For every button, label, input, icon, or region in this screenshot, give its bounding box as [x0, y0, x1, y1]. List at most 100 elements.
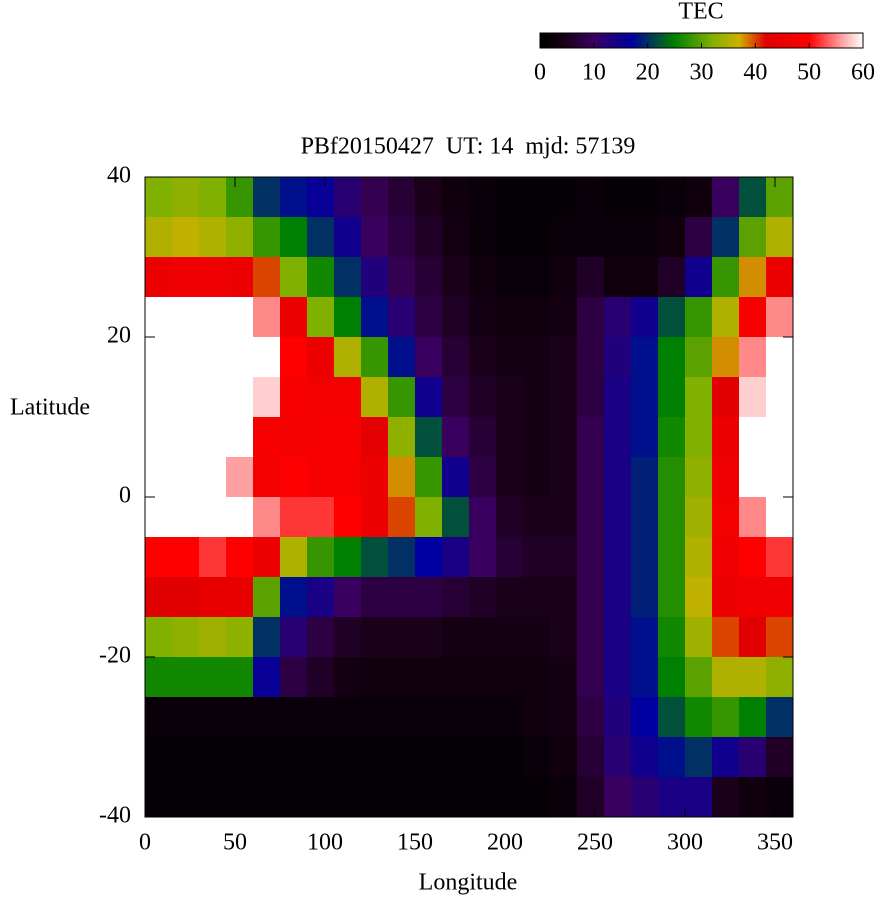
- heat-cell: [280, 737, 308, 778]
- heat-cell: [496, 537, 524, 578]
- heat-cell: [523, 217, 551, 258]
- heat-cell: [307, 777, 335, 818]
- heat-cell: [145, 217, 173, 258]
- heat-cell: [415, 497, 443, 538]
- heat-cell: [604, 697, 632, 738]
- x-tick-label: 100: [307, 830, 343, 856]
- heat-cell: [469, 537, 497, 578]
- heat-cell: [307, 617, 335, 658]
- heat-cell: [334, 257, 362, 298]
- heat-cell: [577, 697, 605, 738]
- heat-cell: [415, 617, 443, 658]
- heat-cell: [469, 577, 497, 618]
- heat-cell: [739, 337, 767, 378]
- heat-cell: [550, 457, 578, 498]
- heat-cell: [226, 617, 254, 658]
- heat-cell: [361, 457, 389, 498]
- heat-cell: [172, 697, 200, 738]
- heat-cell: [199, 697, 227, 738]
- x-tick-label: 50: [223, 830, 247, 856]
- heat-cell: [172, 337, 200, 378]
- heat-cell: [739, 497, 767, 538]
- heat-cell: [388, 697, 416, 738]
- heat-cell: [388, 737, 416, 778]
- heat-cell: [307, 737, 335, 778]
- heat-cell: [361, 217, 389, 258]
- heat-cell: [361, 177, 389, 218]
- heat-cell: [334, 777, 362, 818]
- heat-cell: [388, 577, 416, 618]
- heat-cell: [523, 537, 551, 578]
- heat-cell: [550, 257, 578, 298]
- heat-cell: [496, 417, 524, 458]
- heat-cell: [712, 257, 740, 298]
- heat-cell: [577, 297, 605, 338]
- heat-cell: [523, 457, 551, 498]
- heat-cell: [496, 497, 524, 538]
- heat-cell: [685, 497, 713, 538]
- heat-cell: [766, 697, 794, 738]
- heat-cell: [712, 497, 740, 538]
- heat-cell: [739, 777, 767, 818]
- heat-cell: [469, 257, 497, 298]
- heat-cell: [685, 657, 713, 698]
- heat-cell: [442, 497, 470, 538]
- heat-cell: [685, 257, 713, 298]
- heat-cell: [685, 697, 713, 738]
- heat-cell: [712, 217, 740, 258]
- heat-cell: [415, 417, 443, 458]
- heat-cell: [334, 297, 362, 338]
- heat-cell: [712, 417, 740, 458]
- heat-cell: [280, 417, 308, 458]
- heat-cell: [307, 457, 335, 498]
- heat-cell: [577, 337, 605, 378]
- heat-cell: [253, 737, 281, 778]
- heat-cell: [388, 657, 416, 698]
- heat-cell: [172, 377, 200, 418]
- heat-cell: [658, 177, 686, 218]
- heat-cell: [361, 297, 389, 338]
- heat-cell: [658, 777, 686, 818]
- heat-cell: [604, 337, 632, 378]
- heat-cell: [739, 257, 767, 298]
- heat-cell: [388, 617, 416, 658]
- heat-cell: [361, 417, 389, 458]
- heat-cell: [685, 417, 713, 458]
- heat-cell: [145, 457, 173, 498]
- heat-cell: [577, 177, 605, 218]
- heat-cell: [496, 377, 524, 418]
- heat-cell: [442, 177, 470, 218]
- heat-cell: [766, 337, 794, 378]
- heat-cell: [496, 457, 524, 498]
- heat-cell: [172, 257, 200, 298]
- heat-cell: [469, 697, 497, 738]
- heat-cell: [226, 497, 254, 538]
- heat-cell: [604, 217, 632, 258]
- heat-cell: [550, 697, 578, 738]
- heat-cell: [361, 537, 389, 578]
- heat-cell: [766, 217, 794, 258]
- heat-cell: [253, 497, 281, 538]
- heat-cell: [631, 737, 659, 778]
- heat-cell: [280, 177, 308, 218]
- heat-cell: [442, 737, 470, 778]
- heat-cell: [334, 457, 362, 498]
- heat-cell: [415, 297, 443, 338]
- heat-cell: [766, 617, 794, 658]
- heat-cell: [361, 377, 389, 418]
- heat-cell: [388, 377, 416, 418]
- heat-cell: [604, 777, 632, 818]
- heat-cell: [334, 177, 362, 218]
- heat-cell: [172, 497, 200, 538]
- heat-cell: [658, 497, 686, 538]
- heat-cell: [172, 217, 200, 258]
- heat-cell: [469, 417, 497, 458]
- heat-cell: [658, 617, 686, 658]
- y-tick-label: 0: [119, 483, 131, 509]
- heat-cell: [415, 177, 443, 218]
- heat-cell: [523, 617, 551, 658]
- heat-cell: [469, 617, 497, 658]
- colorbar-tick-label: 40: [743, 60, 767, 86]
- heat-cell: [685, 337, 713, 378]
